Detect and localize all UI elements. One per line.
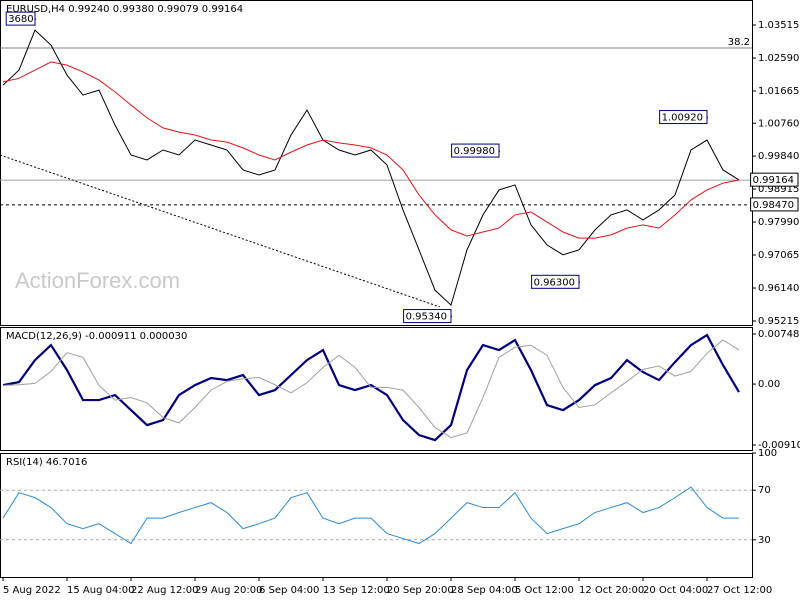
trendline	[0, 154, 440, 308]
y-tick-label: 0.97065	[758, 250, 799, 261]
y-tick-label: 0.007486	[758, 329, 800, 340]
x-tick-label: 29 Aug 20:00	[195, 585, 262, 596]
y-tick-label: -0.009104	[758, 440, 800, 451]
series-line	[2, 61, 740, 239]
y-tick-label: 1.02590	[758, 53, 799, 64]
label-box	[750, 197, 799, 212]
x-tick-label: 15 Aug 04:00	[67, 585, 134, 596]
y-tick-label: 0.95215	[758, 316, 799, 327]
y-tick-label: 0.97990	[758, 217, 799, 228]
fib-label: 38.2	[728, 37, 750, 48]
y-tick-label: 0.96140	[758, 283, 799, 294]
x-tick-label: 27 Oct 12:00	[707, 585, 772, 596]
x-tick-label: 22 Aug 12:00	[131, 585, 198, 596]
watermark: ActionForex.com	[15, 268, 180, 293]
series-line	[2, 486, 739, 545]
label-box	[5, 11, 36, 26]
series-line	[2, 29, 740, 307]
x-tick-label: 20 Oct 04:00	[643, 585, 708, 596]
y-tick-label: 1.01665	[758, 86, 799, 97]
x-tick-label: 28 Sep 04:00	[451, 585, 518, 596]
label-text: 0.95340	[406, 312, 447, 323]
label-text: 0.99164	[753, 175, 794, 186]
y-tick-label: 70	[758, 485, 771, 496]
x-tick-label: 20 Sep 20:00	[387, 585, 454, 596]
x-tick-label: 13 Sep 12:00	[323, 585, 390, 596]
y-tick-label: 0.98915	[758, 184, 799, 195]
panel-title: RSI(14) 46.7016	[6, 457, 87, 468]
panel-title: EURUSD,H4 0.99240 0.99380 0.99079 0.9916…	[6, 4, 243, 15]
label-box	[451, 143, 500, 158]
label-box	[403, 309, 452, 324]
label-text: 0.98470	[753, 200, 794, 211]
y-tick-label: 1.03515	[758, 20, 799, 31]
label-text: 0.96300	[534, 277, 575, 288]
x-tick-label: 5 Aug 2022	[3, 585, 61, 596]
label-box	[659, 110, 708, 125]
y-tick-label: 0.00	[758, 379, 780, 390]
label-text: 3680	[8, 14, 33, 25]
y-tick-label: 0.99840	[758, 151, 799, 162]
series-line	[2, 339, 740, 439]
y-tick-label: 30	[758, 535, 771, 546]
y-tick-label: 100	[758, 448, 777, 459]
label-box	[750, 172, 799, 187]
x-tick-label: 5 Oct 12:00	[515, 585, 574, 596]
x-tick-label: 12 Oct 20:00	[579, 585, 644, 596]
series-line	[2, 333, 740, 442]
label-text: 0.99980	[454, 146, 495, 157]
label-box	[531, 274, 580, 289]
panel-frame	[0, 327, 753, 451]
label-text: 1.00920	[662, 113, 703, 124]
x-tick-label: 6 Sep 04:00	[259, 585, 319, 596]
panel-frame	[0, 0, 753, 326]
y-tick-label: 1.00760	[758, 118, 799, 129]
panel-title: MACD(12,26,9) -0.000911 0.000030	[6, 331, 187, 342]
panel-frame	[0, 453, 753, 578]
